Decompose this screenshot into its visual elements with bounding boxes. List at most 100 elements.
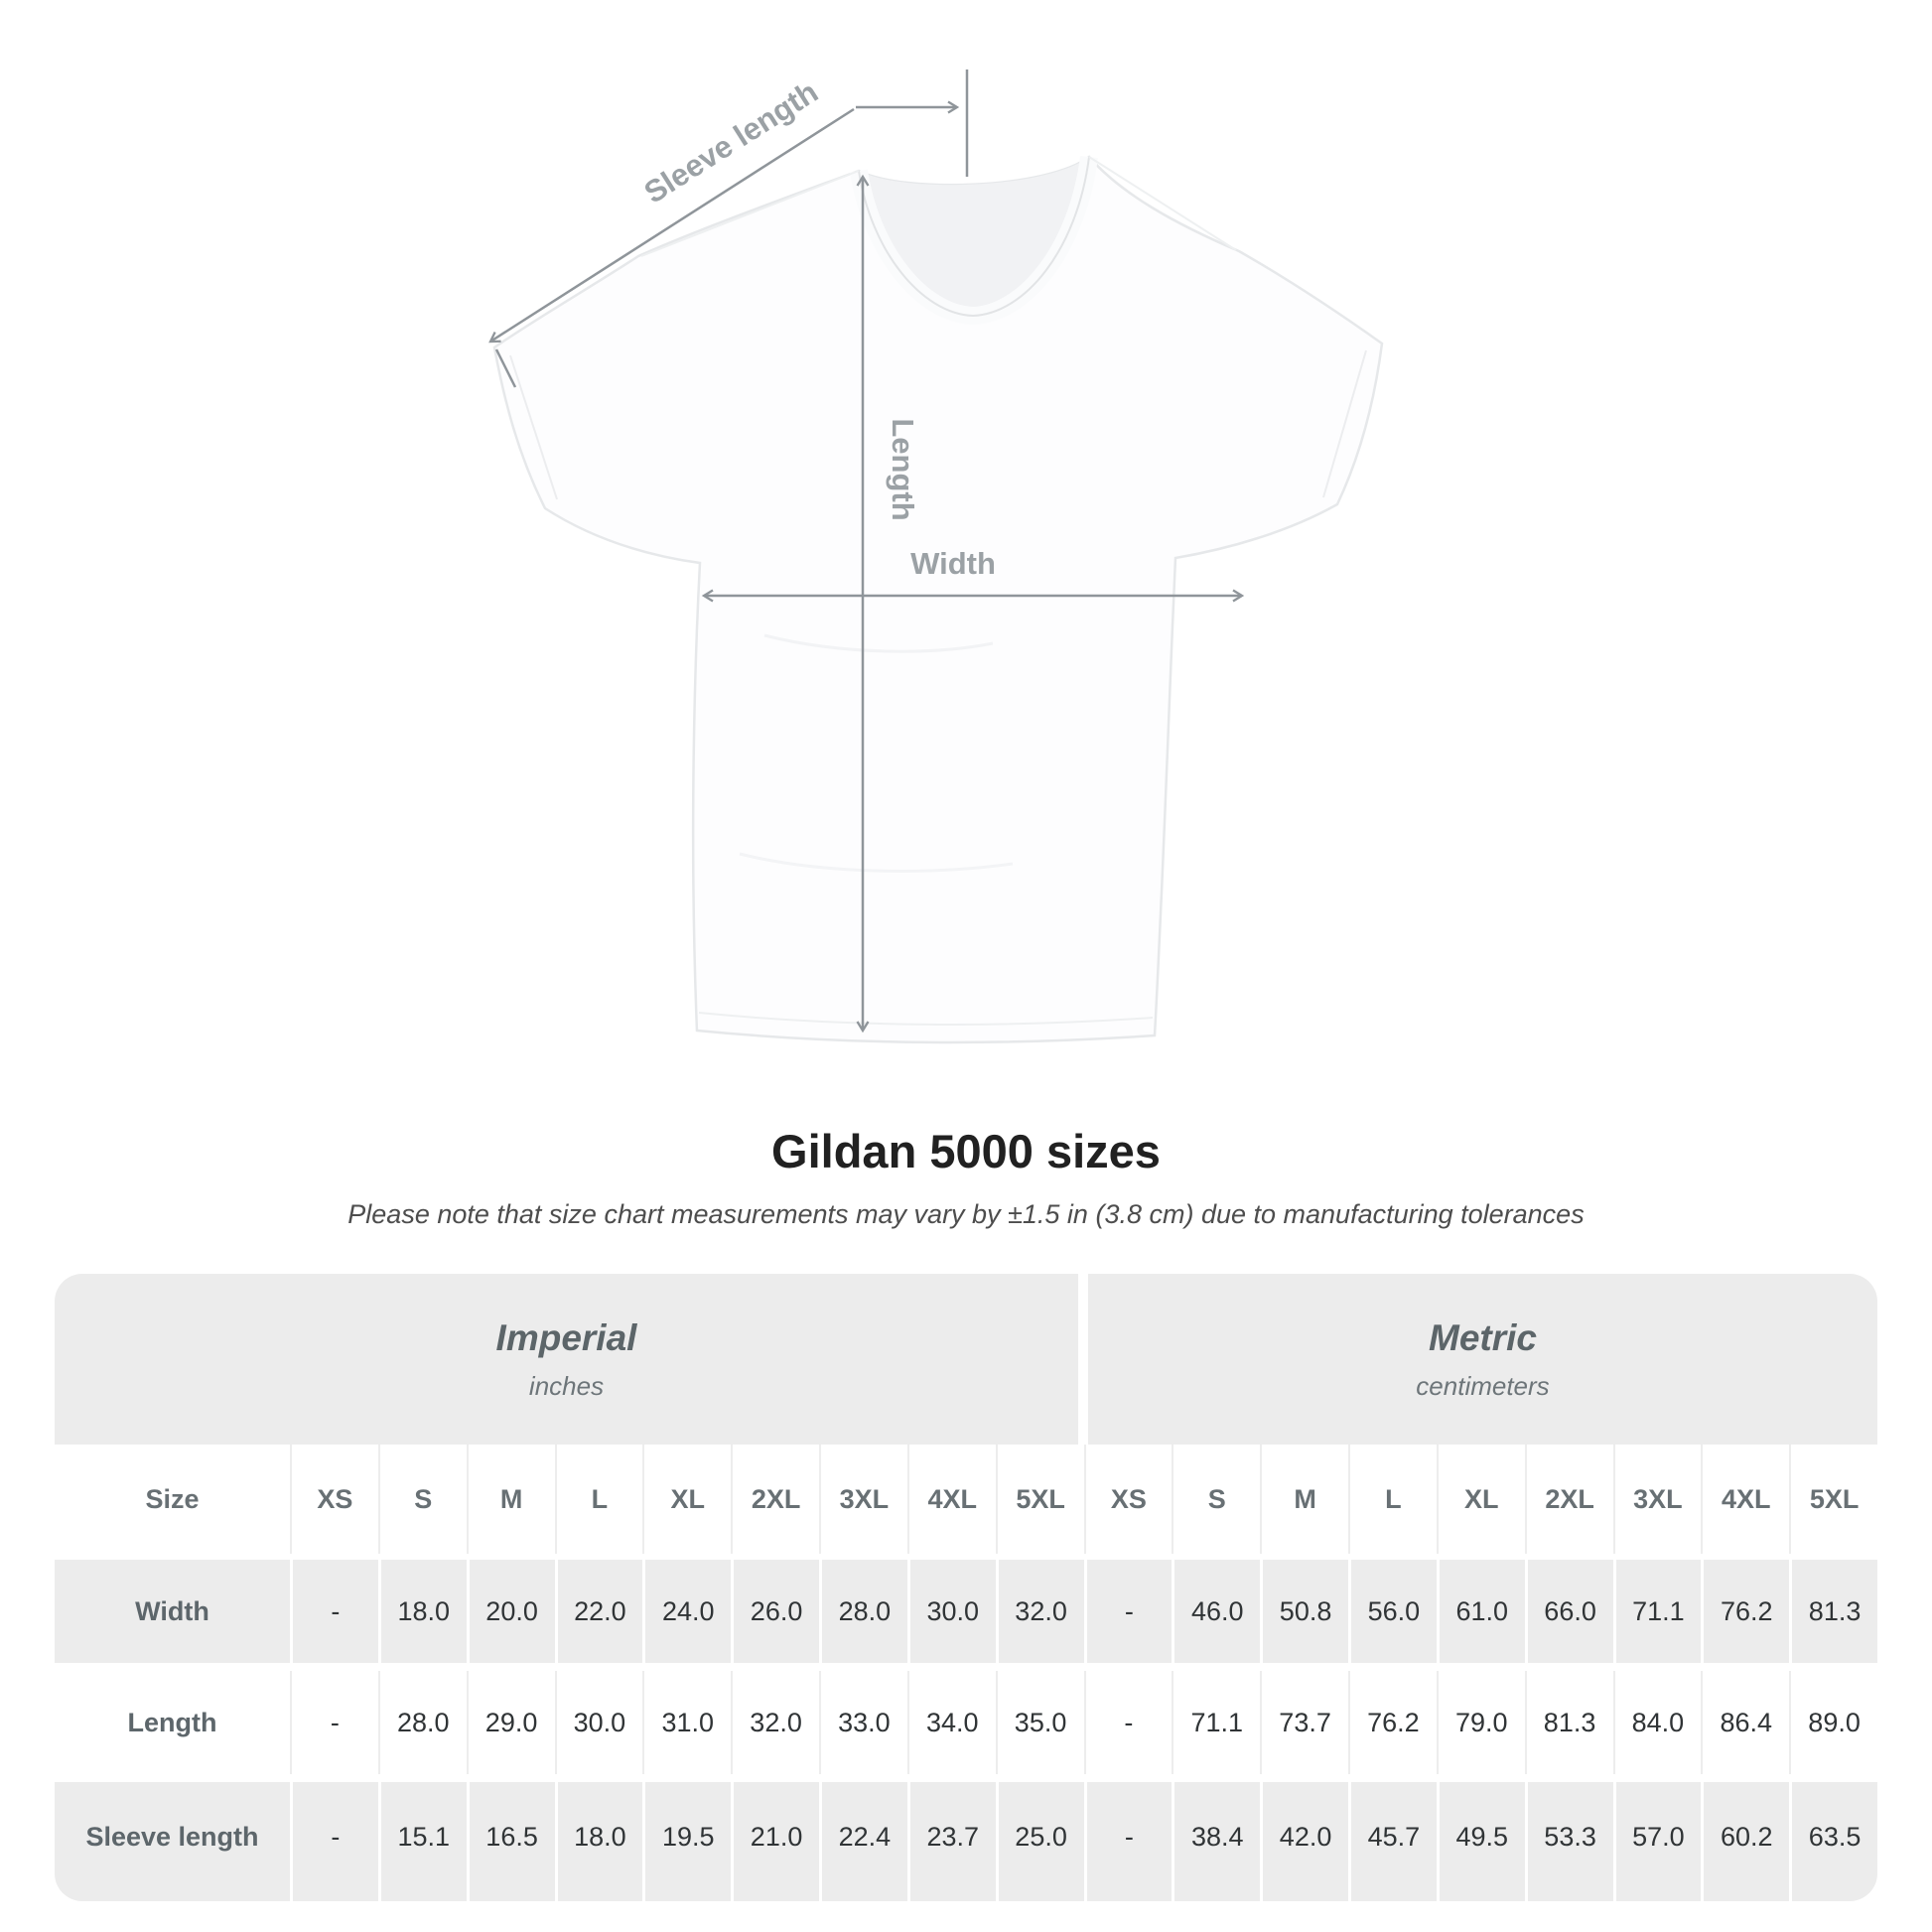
column-header-imperial-m: M — [466, 1445, 555, 1554]
cell-width-imperial-4xl: 30.0 — [906, 1560, 996, 1663]
cell-sleeve-length-imperial-xl: 19.5 — [642, 1782, 732, 1901]
cell-sleeve-length-metric-xs: - — [1083, 1782, 1173, 1901]
unit-group-metric: Metric centimeters — [1088, 1274, 1877, 1445]
column-header-imperial-l: L — [554, 1445, 643, 1554]
cell-length-metric-l: 76.2 — [1348, 1671, 1437, 1774]
cell-sleeve-length-metric-m: 42.0 — [1260, 1782, 1348, 1901]
column-header-metric-4xl: 4XL — [1701, 1445, 1790, 1554]
unit-band: Imperial inches Metric centimeters — [55, 1274, 1877, 1445]
length-label: Length — [886, 418, 920, 520]
cell-width-imperial-2xl: 26.0 — [731, 1560, 819, 1663]
column-header-imperial-4xl: 4XL — [906, 1445, 996, 1554]
column-header-imperial-3xl: 3XL — [819, 1445, 907, 1554]
cell-width-imperial-xs: - — [290, 1560, 378, 1663]
sleeve-dimension-extension — [494, 348, 517, 388]
cell-length-metric-m: 73.7 — [1260, 1671, 1348, 1774]
column-header-metric-m: M — [1260, 1445, 1348, 1554]
cell-length-metric-xl: 79.0 — [1436, 1671, 1525, 1774]
unit-group-imperial: Imperial inches — [55, 1274, 1078, 1445]
size-header: Size — [55, 1445, 290, 1554]
cell-width-imperial-m: 20.0 — [466, 1560, 555, 1663]
hem-seam — [698, 1012, 1154, 1026]
cell-width-imperial-3xl: 28.0 — [819, 1560, 907, 1663]
cell-sleeve-length-imperial-2xl: 21.0 — [731, 1782, 819, 1901]
row-label-width: Width — [55, 1560, 290, 1663]
imperial-label: Imperial — [495, 1316, 637, 1358]
cell-length-imperial-xs: - — [290, 1671, 378, 1774]
column-header-imperial-xs: XS — [290, 1445, 378, 1554]
cell-width-metric-s: 46.0 — [1172, 1560, 1261, 1663]
column-header-metric-l: L — [1348, 1445, 1437, 1554]
left-cuff-seam — [509, 354, 558, 500]
cell-length-imperial-5xl: 35.0 — [995, 1671, 1084, 1774]
column-header-imperial-2xl: 2XL — [731, 1445, 819, 1554]
table-row-length: Length -28.0 29.0 30.0 31.0 32.0 33.0 34.0 35.0… — [55, 1671, 1877, 1774]
cell-sleeve-length-imperial-4xl: 23.7 — [906, 1782, 996, 1901]
cell-sleeve-length-imperial-3xl: 22.4 — [819, 1782, 907, 1901]
right-cuff-seam — [1322, 349, 1367, 498]
cell-width-metric-m: 50.8 — [1260, 1560, 1348, 1663]
column-header-metric-2xl: 2XL — [1524, 1445, 1613, 1554]
cell-width-imperial-xl: 24.0 — [642, 1560, 732, 1663]
imperial-units: inches — [528, 1370, 605, 1401]
cell-length-imperial-s: 28.0 — [377, 1671, 467, 1774]
cell-sleeve-length-imperial-m: 16.5 — [466, 1782, 555, 1901]
row-label-length: Length — [55, 1671, 290, 1774]
cell-sleeve-length-metric-l: 45.7 — [1348, 1782, 1437, 1901]
cell-sleeve-length-metric-xl: 49.5 — [1436, 1782, 1525, 1901]
size-table: Imperial inches Metric centimeters Size … — [55, 1274, 1877, 1901]
cell-length-imperial-3xl: 33.0 — [819, 1671, 907, 1774]
cell-sleeve-length-imperial-l: 18.0 — [554, 1782, 643, 1901]
column-header-metric-xs: XS — [1083, 1445, 1173, 1554]
tshirt-measurement-diagram: Sleeve length Length Width — [488, 69, 1384, 1044]
table-row-width: Width -18.0 20.0 22.0 24.0 26.0 28.0 30.0 32.0-… — [55, 1560, 1877, 1663]
cell-width-metric-l: 56.0 — [1348, 1560, 1437, 1663]
cell-length-metric-3xl: 84.0 — [1612, 1671, 1702, 1774]
cell-sleeve-length-metric-5xl: 63.5 — [1789, 1782, 1877, 1901]
row-label-sleeve-length: Sleeve length — [55, 1782, 290, 1901]
right-shoulder-seam — [1088, 156, 1237, 251]
cell-width-metric-4xl: 76.2 — [1701, 1560, 1790, 1663]
column-header-metric-3xl: 3XL — [1612, 1445, 1702, 1554]
cell-length-metric-xs: - — [1083, 1671, 1173, 1774]
cell-length-imperial-xl: 31.0 — [642, 1671, 732, 1774]
cell-sleeve-length-metric-s: 38.4 — [1172, 1782, 1261, 1901]
cell-sleeve-length-imperial-5xl: 25.0 — [995, 1782, 1084, 1901]
cell-width-metric-xl: 61.0 — [1436, 1560, 1525, 1663]
column-header-metric-5xl: 5XL — [1789, 1445, 1877, 1554]
cell-sleeve-length-metric-4xl: 60.2 — [1701, 1782, 1790, 1901]
metric-units: centimeters — [1416, 1370, 1550, 1401]
cell-sleeve-length-metric-3xl: 57.0 — [1612, 1782, 1702, 1901]
cell-sleeve-length-imperial-s: 15.1 — [377, 1782, 467, 1901]
cell-length-metric-4xl: 86.4 — [1701, 1671, 1790, 1774]
cell-width-metric-2xl: 66.0 — [1524, 1560, 1613, 1663]
table-row-sleeve-length: Sleeve length -15.1 16.5 18.0 19.5 21.0 22.4 2… — [55, 1782, 1877, 1901]
cell-width-imperial-l: 22.0 — [554, 1560, 643, 1663]
column-header-metric-xl: XL — [1436, 1445, 1525, 1554]
wrinkle-2 — [739, 852, 1014, 873]
metric-label: Metric — [1429, 1316, 1537, 1358]
column-header-row: Size XS S M L XL 2XL 3XL 4XL 5XL XS S M L XL 2XL 3XL 4XL… — [55, 1445, 1877, 1554]
sleeve-dimension-line — [488, 107, 855, 344]
cell-length-metric-s: 71.1 — [1172, 1671, 1261, 1774]
wrinkle-1 — [763, 633, 994, 653]
cell-length-metric-5xl: 89.0 — [1789, 1671, 1877, 1774]
width-label: Width — [910, 546, 996, 581]
sleeve-length-label: Sleeve length — [638, 74, 824, 210]
collar-seam — [858, 156, 1090, 318]
page-title: Gildan 5000 sizes — [771, 1125, 1161, 1177]
column-header-imperial-5xl: 5XL — [995, 1445, 1084, 1554]
cell-length-imperial-l: 30.0 — [554, 1671, 643, 1774]
cell-width-metric-5xl: 81.3 — [1789, 1560, 1877, 1663]
left-shoulder-seam — [640, 170, 860, 257]
column-header-metric-s: S — [1172, 1445, 1261, 1554]
column-header-imperial-s: S — [377, 1445, 467, 1554]
cell-width-imperial-5xl: 32.0 — [995, 1560, 1084, 1663]
cell-width-metric-xs: - — [1083, 1560, 1173, 1663]
tolerance-note: Please note that size chart measurements… — [347, 1199, 1585, 1229]
cell-width-imperial-s: 18.0 — [377, 1560, 467, 1663]
cell-length-imperial-4xl: 34.0 — [906, 1671, 996, 1774]
column-header-imperial-xl: XL — [642, 1445, 732, 1554]
cell-length-imperial-m: 29.0 — [466, 1671, 555, 1774]
